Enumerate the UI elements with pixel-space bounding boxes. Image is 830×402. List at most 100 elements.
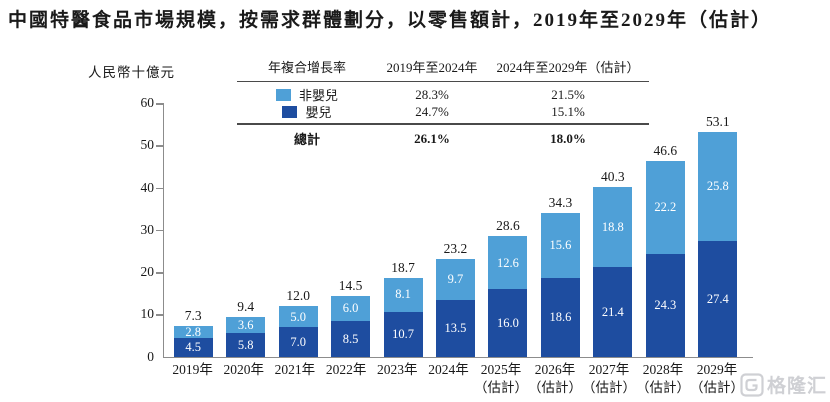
- infant-segment: 10.7: [383, 311, 423, 357]
- non-infant-segment: 12.6: [488, 236, 528, 290]
- infant-segment-value-label: 16.0: [497, 315, 519, 330]
- x-label-year: 2025年: [480, 362, 522, 377]
- cagr-header-period2: 2024年至2029年（估計）: [496, 60, 640, 75]
- bar-total-label: 28.6: [496, 218, 520, 234]
- y-tick-label: 10: [140, 306, 155, 322]
- bars-container: 7.3 2.8 4.5 9.4 3.6 5.8 12.0 5.0 7.0 14.5 6.0 8.5 18…: [167, 103, 744, 357]
- gelonghui-logo-icon: [740, 372, 764, 397]
- y-tick-label: 50: [140, 137, 155, 153]
- x-axis-category-label: 2026年 （估計）: [528, 361, 582, 396]
- bar-total-label: 23.2: [443, 241, 468, 256]
- bar-total-label: 14.5: [338, 277, 363, 293]
- infant-segment: 21.4: [593, 266, 633, 357]
- legend-label-non-infant: 非嬰兒: [298, 88, 338, 103]
- cagr-total-period1: 26.1%: [414, 130, 450, 146]
- cagr-non-infant-period1: 28.3%: [415, 86, 449, 102]
- y-tick-mark: [156, 314, 163, 316]
- y-tick-mark: [156, 272, 163, 274]
- bar-stack: 6.0 8.5: [331, 295, 371, 357]
- bar-total-label: 9.4: [237, 299, 255, 315]
- bar-column: 12.0 5.0 7.0: [272, 103, 324, 357]
- x-axis-category-label: 2023年: [372, 361, 423, 396]
- x-label-year: 2028年: [642, 362, 684, 377]
- x-axis-category-label: 2021年: [269, 361, 320, 396]
- bar-column: 53.1 25.8 27.4: [692, 103, 744, 357]
- bar-total-label: 18.7: [391, 259, 415, 275]
- non-infant-segment: 15.6: [540, 212, 580, 279]
- x-label-estimate: （估計）: [690, 379, 745, 395]
- infant-segment-value-label: 10.7: [392, 327, 414, 342]
- legend-label-infant: 嬰兒: [305, 105, 332, 120]
- non-infant-segment: 3.6: [226, 317, 266, 333]
- cagr-row-non-infant: 非嬰兒 28.3% 21.5%: [237, 85, 649, 103]
- bar-column: 46.6 22.2 24.3: [639, 103, 691, 357]
- infant-segment: 16.0: [488, 289, 528, 357]
- infant-segment: 8.5: [331, 321, 371, 357]
- x-label-estimate: （估計）: [582, 379, 637, 395]
- cagr-total-label: 總計: [293, 132, 320, 147]
- non-infant-segment-value-label: 3.6: [237, 317, 254, 332]
- y-tick-mark: [156, 145, 163, 147]
- x-label-year: 2021年: [274, 362, 316, 377]
- bar-stack: 12.6 16.0: [488, 236, 528, 357]
- non-infant-segment-value-label: 25.8: [706, 179, 729, 194]
- bar-total-label: 7.3: [184, 308, 202, 324]
- y-tick-mark: [156, 229, 163, 232]
- cagr-row-infant: 嬰兒 24.7% 15.1%: [237, 102, 649, 121]
- bar-column: 23.2 9.7 13.5: [429, 103, 481, 357]
- non-infant-segment-value-label: 5.0: [290, 309, 306, 324]
- non-infant-segment-value-label: 18.8: [601, 219, 624, 234]
- non-infant-segment: 8.1: [383, 277, 423, 312]
- infant-segment: 18.6: [540, 278, 580, 357]
- bar-total-label: 53.1: [705, 114, 730, 130]
- non-infant-segment-value-label: 6.0: [342, 301, 359, 316]
- x-axis-category-label: 2024年: [423, 361, 474, 396]
- cagr-total-period2: 18.0%: [550, 130, 586, 146]
- cagr-non-infant-period2: 21.5%: [551, 86, 585, 102]
- infant-segment-value-label: 13.5: [444, 321, 467, 336]
- y-tick-label: 0: [147, 348, 154, 364]
- infant-segment: 27.4: [698, 241, 738, 357]
- x-label-estimate: （估計）: [528, 379, 583, 395]
- y-axis-unit-label: 人民幣十億元: [88, 65, 175, 80]
- y-tick-mark: [156, 103, 163, 105]
- non-infant-segment: 18.8: [593, 187, 633, 267]
- gelonghui-logo-text: 格隆汇: [766, 376, 827, 397]
- infant-segment-value-label: 5.8: [237, 337, 254, 352]
- bar-stack: 15.6 18.6: [540, 212, 580, 357]
- x-axis-labels: 2019年 2020年 2021年 2022年 2023年 2024年 2025年 （估計） 2…: [167, 361, 744, 396]
- cagr-header-metric: 年複合增長率: [267, 60, 346, 75]
- bar-stack: 22.2 24.3: [645, 160, 685, 357]
- x-label-year: 2020年: [223, 362, 265, 377]
- infant-segment-value-label: 24.3: [654, 298, 677, 313]
- non-infant-segment: 2.8: [173, 326, 213, 338]
- bar-stack: 25.8 27.4: [698, 132, 738, 357]
- bar-column: 9.4 3.6 5.8: [219, 103, 271, 357]
- cagr-table-header: 年複合增長率 2019年至2024年 2024年至2029年（估計）: [237, 57, 649, 82]
- non-infant-segment-value-label: 9.7: [447, 272, 464, 287]
- x-axis-category-label: 2027年 （估計）: [582, 361, 636, 396]
- infant-segment: 24.3: [645, 254, 685, 357]
- x-axis-category-label: 2025年 （估計）: [474, 361, 528, 396]
- bar-column: 18.7 8.1 10.7: [377, 103, 429, 357]
- x-label-year: 2019年: [172, 362, 213, 377]
- x-axis-category-label: 2022年: [321, 361, 372, 396]
- x-axis-category-label: 2020年: [218, 361, 269, 396]
- infant-segment-value-label: 7.0: [290, 334, 306, 349]
- legend-key-infant: 嬰兒: [237, 102, 377, 121]
- y-tick-mark: [156, 187, 163, 189]
- non-infant-swatch-icon: [275, 88, 291, 101]
- x-label-estimate: （估計）: [636, 379, 691, 395]
- y-tick-label: 20: [140, 264, 155, 279]
- x-label-year: 2026年: [534, 362, 576, 377]
- bar-total-label: 46.6: [653, 142, 678, 158]
- x-axis-category-label: 2019年: [167, 361, 218, 396]
- infant-segment: 7.0: [278, 327, 318, 357]
- bar-total-label: 40.3: [601, 169, 625, 185]
- infant-segment: 5.8: [226, 332, 266, 357]
- cagr-total-row: 總計 26.1% 18.0%: [237, 123, 649, 147]
- non-infant-segment-value-label: 15.6: [549, 238, 572, 253]
- non-infant-segment-value-label: 12.6: [497, 255, 519, 270]
- non-infant-segment: 5.0: [278, 306, 318, 328]
